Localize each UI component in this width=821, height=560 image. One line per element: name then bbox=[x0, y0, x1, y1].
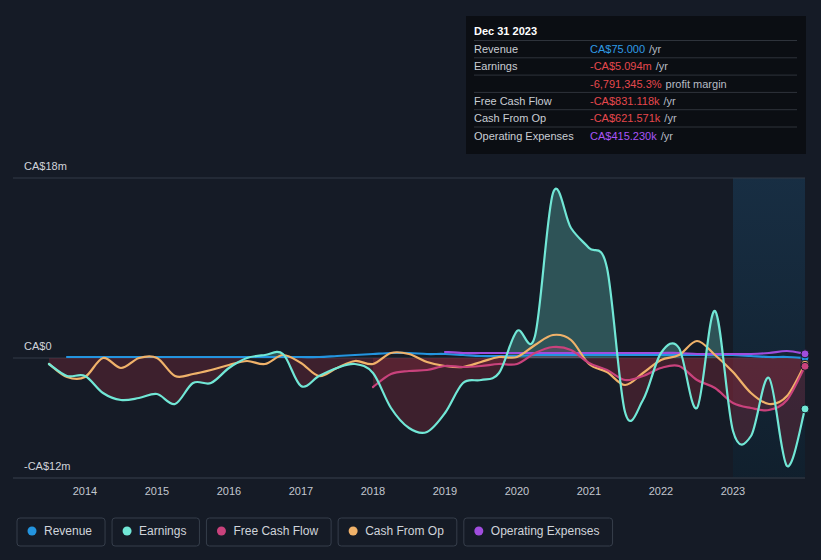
x-tick-label: 2018 bbox=[361, 485, 385, 497]
tooltip-unit: profit margin bbox=[666, 78, 727, 90]
legend-swatch bbox=[28, 527, 37, 536]
series-line bbox=[49, 189, 805, 467]
legend-box[interactable] bbox=[464, 518, 613, 546]
chart: -CA$12m CA$0 CA$18m 2014 2015 2016 2017 2018 201… bbox=[0, 0, 821, 560]
tooltip-unit: /yr bbox=[664, 112, 677, 124]
y-tick-label: -CA$12m bbox=[24, 460, 70, 472]
end-point bbox=[801, 405, 809, 413]
tooltip-separator bbox=[474, 109, 797, 110]
tooltip-unit: /yr bbox=[649, 43, 662, 55]
tooltip-separator bbox=[474, 127, 797, 128]
tooltip-label: Earnings bbox=[474, 60, 518, 72]
tooltip-value: CA$415.230k bbox=[590, 130, 657, 142]
series-line bbox=[445, 351, 805, 354]
x-tick-label: 2014 bbox=[73, 485, 97, 497]
tooltip-separator bbox=[474, 40, 797, 41]
legend-swatch bbox=[474, 527, 483, 536]
x-tick-label: 2016 bbox=[217, 485, 241, 497]
legend-box[interactable] bbox=[338, 518, 457, 546]
plot-area bbox=[49, 189, 805, 467]
x-tick-label: 2020 bbox=[505, 485, 529, 497]
end-point bbox=[801, 350, 809, 358]
tooltip-label: Operating Expenses bbox=[474, 130, 574, 142]
background bbox=[0, 0, 821, 560]
tooltip-unit: /yr bbox=[661, 130, 674, 142]
tooltip-box bbox=[466, 16, 806, 154]
tooltip-label: Revenue bbox=[474, 43, 518, 55]
legend-box[interactable] bbox=[112, 518, 199, 546]
legend-label: Operating Expenses bbox=[491, 524, 600, 538]
tooltip-value: -CA$5.094m bbox=[590, 60, 652, 72]
tooltip-separator bbox=[474, 57, 797, 58]
y-tick-label: CA$18m bbox=[24, 160, 67, 172]
x-tick-label: 2015 bbox=[145, 485, 169, 497]
tooltip-date: Dec 31 2023 bbox=[474, 25, 537, 37]
legend-label: Earnings bbox=[139, 524, 186, 538]
x-tick-label: 2017 bbox=[289, 485, 313, 497]
area-fill bbox=[49, 358, 805, 466]
x-tick-label: 2023 bbox=[721, 485, 745, 497]
tooltip-unit: /yr bbox=[656, 60, 669, 72]
legend-item[interactable]: Revenue bbox=[17, 518, 105, 546]
tooltip-label: Free Cash Flow bbox=[474, 95, 552, 107]
area-below bbox=[49, 358, 805, 466]
tooltip-value: -CA$831.118k bbox=[590, 95, 660, 107]
legend-box[interactable] bbox=[206, 518, 331, 546]
tooltip-value: -CA$621.571k bbox=[590, 112, 661, 124]
y-tick-label: CA$0 bbox=[24, 340, 52, 352]
legend-swatch bbox=[123, 527, 132, 536]
legend-label: Revenue bbox=[44, 524, 92, 538]
end-point bbox=[801, 362, 809, 370]
series-line bbox=[373, 347, 805, 411]
legend-item[interactable]: Operating Expenses bbox=[464, 518, 613, 546]
legend-swatch bbox=[349, 527, 358, 536]
legend-label: Free Cash Flow bbox=[233, 524, 318, 538]
tooltip: Dec 31 2023 Revenue CA$75.000/yr Earnings -C… bbox=[466, 16, 806, 154]
tooltip-separator bbox=[474, 75, 797, 76]
x-tick-label: 2021 bbox=[577, 485, 601, 497]
x-tick-label: 2022 bbox=[649, 485, 673, 497]
legend-item[interactable]: Earnings bbox=[112, 518, 199, 546]
legend-swatch bbox=[217, 527, 226, 536]
x-tick-label: 2019 bbox=[433, 485, 457, 497]
grid-line bbox=[13, 478, 805, 479]
area-above bbox=[49, 189, 805, 358]
x-axis-line bbox=[13, 478, 805, 479]
tooltip-separator bbox=[474, 92, 797, 93]
tooltip-value: CA$75.000 bbox=[590, 43, 645, 55]
grid-line bbox=[13, 178, 805, 179]
tooltip-unit: /yr bbox=[664, 95, 677, 107]
legend-item[interactable]: Free Cash Flow bbox=[206, 518, 331, 546]
legend-box[interactable] bbox=[17, 518, 105, 546]
tooltip-label: Cash From Op bbox=[474, 112, 546, 124]
legend-item[interactable]: Cash From Op bbox=[338, 518, 457, 546]
tooltip-value: -6,791,345.3% bbox=[590, 78, 662, 90]
area-fill bbox=[49, 189, 805, 358]
legend-label: Cash From Op bbox=[365, 524, 444, 538]
